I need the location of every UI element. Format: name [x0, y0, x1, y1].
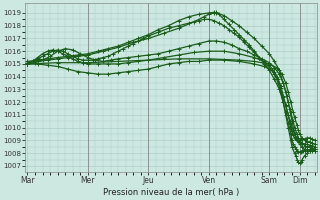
X-axis label: Pression niveau de la mer( hPa ): Pression niveau de la mer( hPa ) [103, 188, 239, 197]
